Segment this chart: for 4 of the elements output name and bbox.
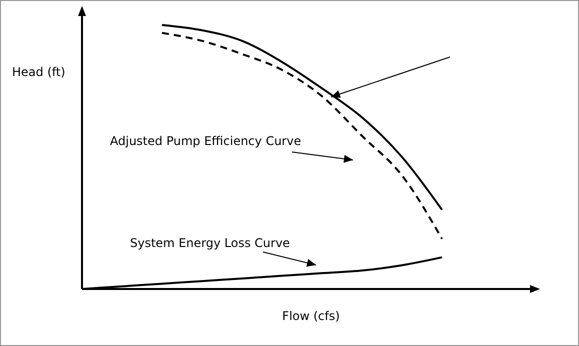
y-axis-title: Head (ft) — [12, 65, 66, 79]
annotation: System Energy Loss Curve — [130, 236, 290, 250]
annotation: Adjusted Pump Efficiency Curve — [110, 134, 302, 148]
x-axis-title: Flow (cfs) — [282, 309, 340, 323]
